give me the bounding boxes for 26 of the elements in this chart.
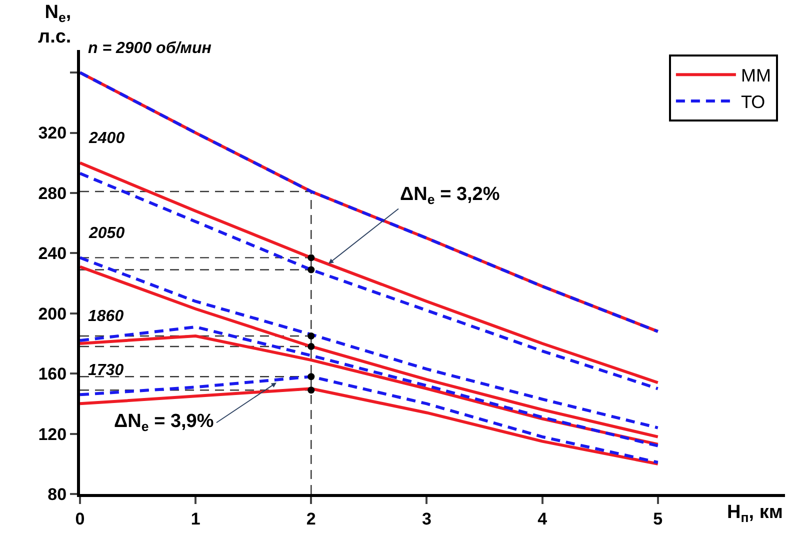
annotation: 2050 <box>88 225 125 242</box>
line-series <box>80 386 660 466</box>
x-tick-label: 1 <box>190 509 200 528</box>
y-axis-title: N$_{e}$, л.с. <box>38 2 72 48</box>
x-axis-title: H$_{п}$, км <box>727 502 783 525</box>
annotation: 2400 <box>88 130 125 147</box>
x-tick-label: 4 <box>538 509 548 528</box>
x-tick-label: 0 <box>75 509 85 528</box>
legend-label: ММ <box>740 66 771 86</box>
line-series <box>80 71 660 333</box>
y-tick-label: 240 <box>38 244 67 264</box>
annotation: ΔN$_{e}$ = 3,9% <box>114 411 214 434</box>
annotation: n = 2900 об/мин <box>88 40 212 57</box>
annotation: ΔN$_{e}$ = 3,2% <box>400 184 500 207</box>
y-tick-label: 80 <box>48 484 67 504</box>
y-tick-label: 320 <box>38 124 67 143</box>
y-tick-label: 160 <box>38 364 67 384</box>
x-tick-label: 3 <box>422 509 432 528</box>
y-tick-label: 120 <box>38 424 67 444</box>
legend-label: ТО <box>740 92 766 112</box>
y-tick-label: 200 <box>38 304 67 324</box>
x-tick-label: 2 <box>306 509 316 528</box>
annotation: 1730 <box>88 362 124 379</box>
x-tick-label: 5 <box>653 509 663 528</box>
y-tick-label: 280 <box>38 184 67 203</box>
annotation: 1860 <box>88 308 124 325</box>
